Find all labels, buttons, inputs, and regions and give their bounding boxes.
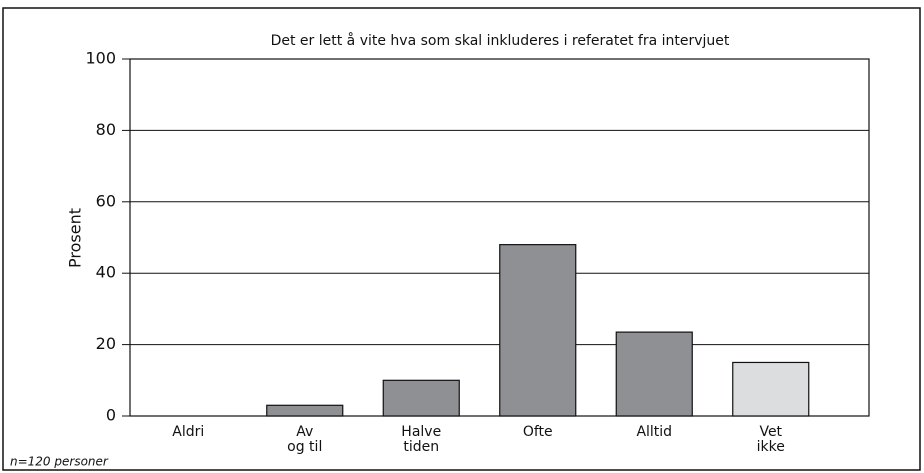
- x-tick-label: Ofte: [523, 424, 553, 440]
- x-tick-line: tiden: [403, 439, 439, 455]
- bar: [615, 331, 693, 417]
- note: n=120 personer: [10, 455, 109, 469]
- x-tick-line: og til: [287, 439, 322, 455]
- y-tick-label: 100: [85, 49, 116, 68]
- x-tick-line: Ofte: [523, 424, 553, 440]
- y-tick-label: 80: [96, 120, 116, 139]
- chart-title: Det er lett å vite hva som skal inkluder…: [271, 32, 730, 49]
- x-tick-label: Vet ikke: [757, 424, 785, 455]
- x-tick-line: Halve: [401, 424, 441, 440]
- x-tick-line: Av: [296, 424, 313, 440]
- bar: [499, 244, 577, 417]
- y-tick-label: 40: [96, 263, 116, 282]
- x-tick-label: Aldri: [172, 424, 204, 440]
- x-tick-label: Alltid: [636, 424, 672, 440]
- x-tick-line: Alltid: [636, 424, 672, 440]
- y-tick-label: 60: [96, 191, 116, 210]
- bar: [266, 404, 344, 417]
- bar: [732, 361, 810, 417]
- y-axis-label: Prosent: [66, 208, 85, 268]
- x-tick-line: ikke: [757, 439, 785, 455]
- x-tick-line: Vet: [759, 424, 782, 440]
- x-tick-label: Av og til: [287, 424, 322, 455]
- x-tick-line: Aldri: [172, 424, 204, 440]
- y-tick-label: 20: [96, 334, 116, 353]
- frame: [2, 7, 921, 471]
- y-tick-label: 0: [106, 406, 116, 425]
- x-tick-label: Halve tiden: [401, 424, 441, 455]
- bar: [382, 379, 460, 417]
